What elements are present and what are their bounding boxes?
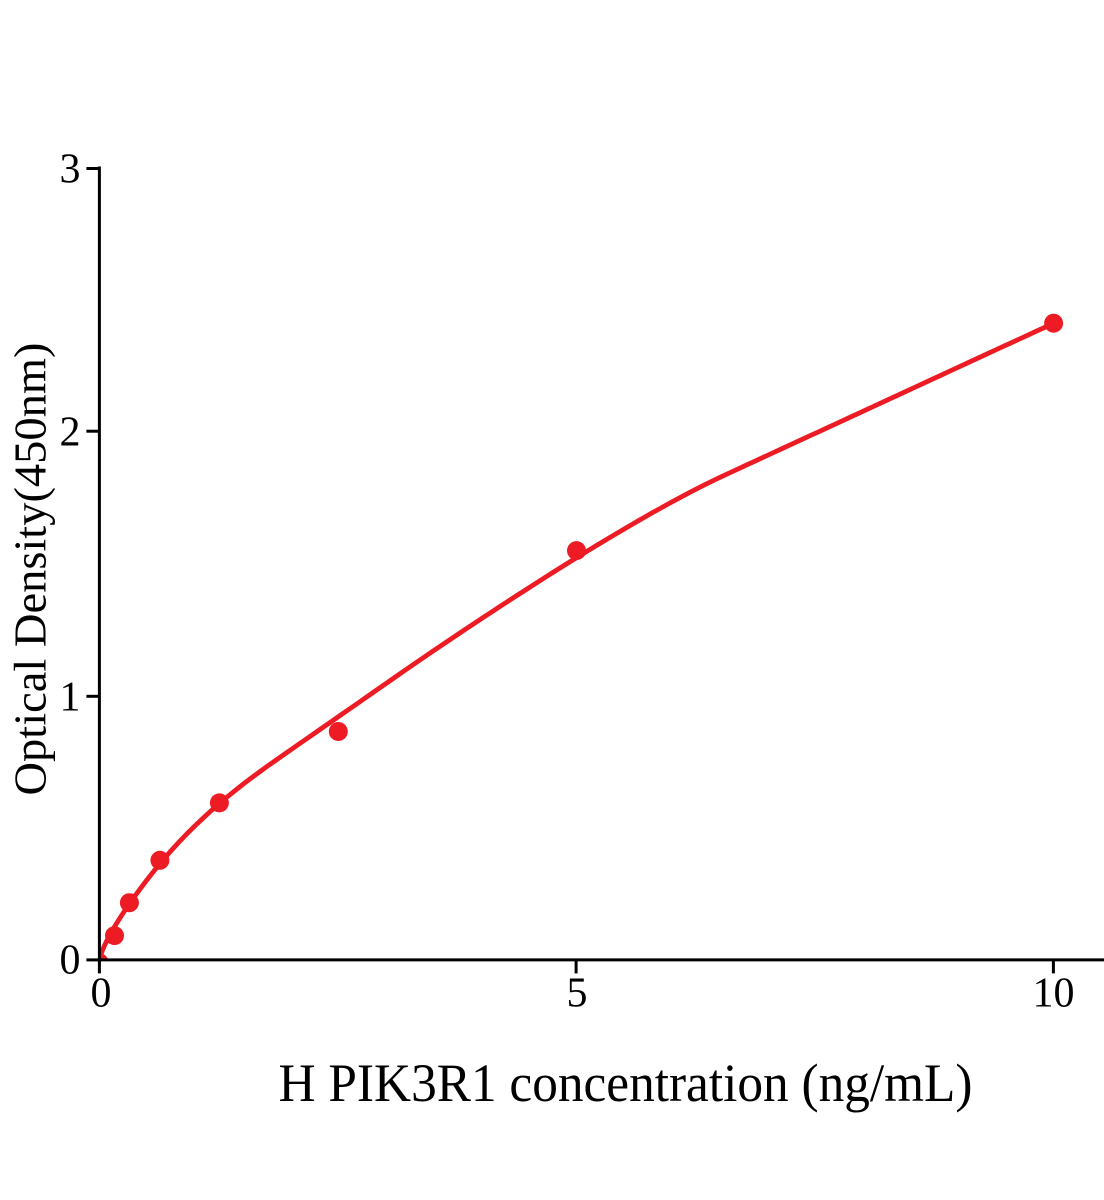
svg-text:5: 5 <box>567 971 588 1017</box>
svg-text:0: 0 <box>60 937 81 983</box>
svg-text:10: 10 <box>1033 971 1075 1017</box>
svg-text:3: 3 <box>60 147 81 193</box>
svg-text:Optical Density(450nm): Optical Density(450nm) <box>6 343 56 796</box>
svg-text:2: 2 <box>60 409 81 455</box>
svg-text:1: 1 <box>60 674 81 720</box>
svg-text:H PIK3R1 concentration (ng/mL): H PIK3R1 concentration (ng/mL) <box>279 1053 973 1113</box>
svg-text:0: 0 <box>91 971 112 1017</box>
